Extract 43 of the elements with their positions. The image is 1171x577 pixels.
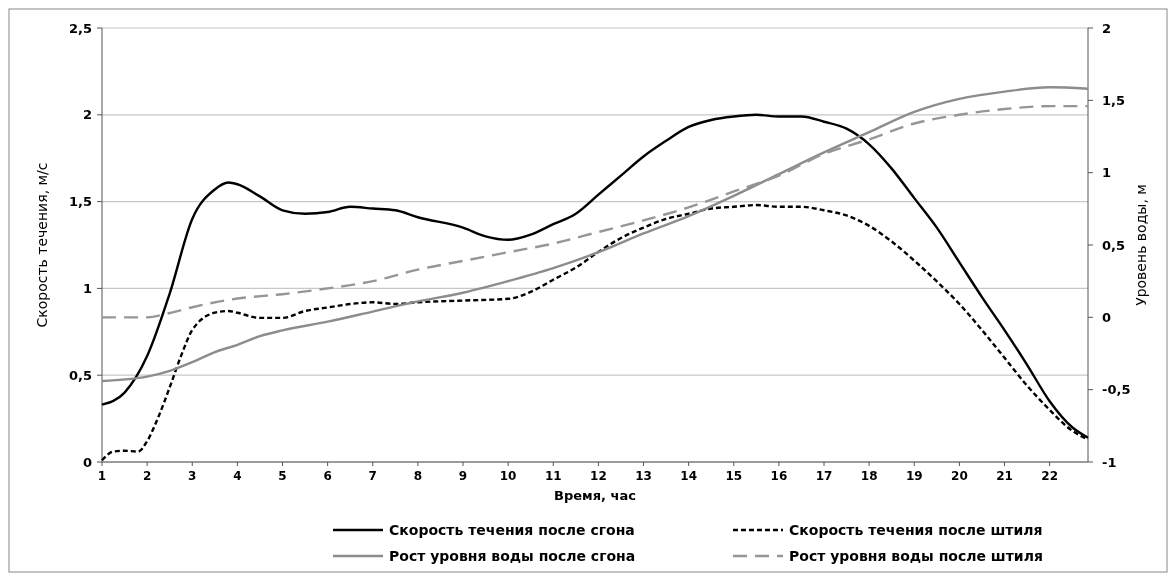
y-tick-label: 1 xyxy=(82,280,92,296)
x-tick-label: 14 xyxy=(680,469,697,483)
y2-tick-label: 1,5 xyxy=(1102,92,1126,108)
y-tick-label: 1,5 xyxy=(68,194,92,210)
x-tick-label: 1 xyxy=(97,469,107,483)
x-tick-label: 5 xyxy=(278,469,287,483)
y2-tick-label: -0,5 xyxy=(1102,382,1131,398)
y-tick-label: 2 xyxy=(82,107,92,123)
x-tick-label: 22 xyxy=(1041,469,1058,483)
y2-tick-label: 1 xyxy=(1102,165,1112,181)
y2-axis-title: Уровень воды, м xyxy=(1133,184,1149,306)
x-tick-label: 11 xyxy=(544,469,562,483)
x-tick-label: 17 xyxy=(815,469,833,483)
y-tick-label: 2,5 xyxy=(68,20,92,36)
x-tick-label: 18 xyxy=(860,469,878,483)
legend-label: Рост уровня воды после штиля xyxy=(789,547,1043,564)
x-tick-label: 9 xyxy=(458,469,468,483)
y-tick-label: 0 xyxy=(82,454,92,470)
x-tick-label: 10 xyxy=(499,469,517,483)
y2-tick-label: 0 xyxy=(1102,309,1112,325)
x-tick-label: 13 xyxy=(635,469,652,483)
x-tick-label: 19 xyxy=(905,469,923,483)
x-tick-label: 8 xyxy=(413,469,423,483)
y-tick-label: 0,5 xyxy=(68,367,92,383)
y-axis-title: Скорость течения, м/с xyxy=(34,162,50,328)
x-tick-label: 4 xyxy=(233,469,242,483)
x-tick-label: 3 xyxy=(188,469,197,483)
legend-label: Скорость течения после сгона xyxy=(389,521,635,538)
x-tick-label: 20 xyxy=(951,469,968,483)
x-tick-label: 6 xyxy=(323,469,332,483)
y2-tick-label: 0,5 xyxy=(1102,237,1126,253)
x-tick-label: 21 xyxy=(996,469,1013,483)
x-tick-label: 2 xyxy=(142,469,152,483)
legend-label: Рост уровня воды после сгона xyxy=(389,547,636,564)
x-tick-label: 16 xyxy=(770,469,788,483)
y2-tick-label: 2 xyxy=(1102,20,1112,36)
x-axis-title: Время, час xyxy=(554,488,636,503)
y2-tick-label: -1 xyxy=(1102,454,1117,470)
legend-label: Скорость течения после штиля xyxy=(789,521,1043,538)
x-tick-label: 15 xyxy=(725,469,743,483)
x-tick-label: 7 xyxy=(368,469,377,483)
x-tick-label: 12 xyxy=(590,469,607,483)
line-series xyxy=(100,86,1090,383)
